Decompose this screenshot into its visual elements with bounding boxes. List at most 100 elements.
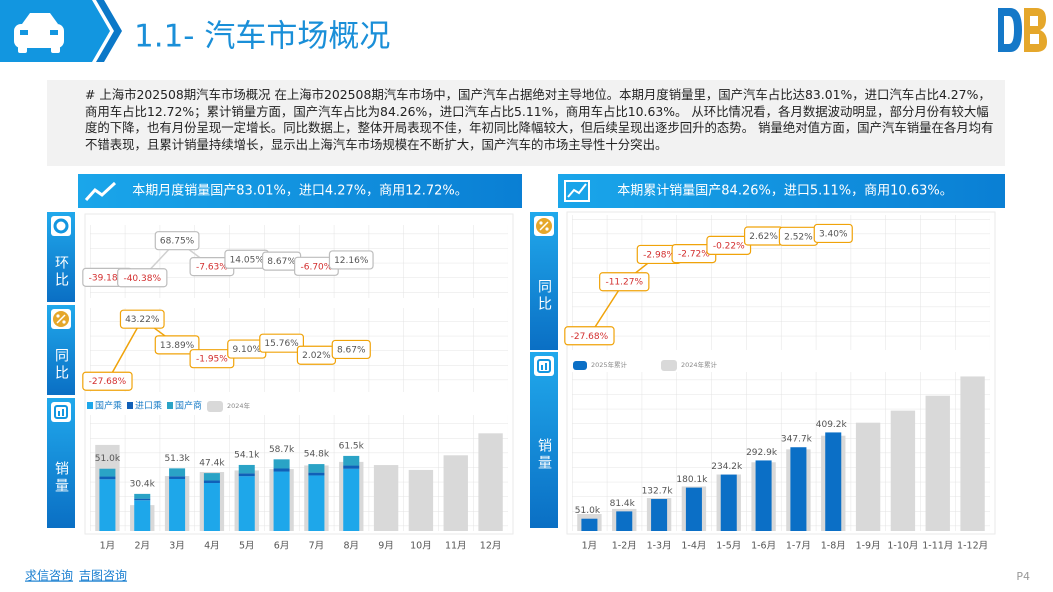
x-tick-label: 6月 — [274, 541, 290, 552]
x-tick-label: 1-4月 — [681, 541, 706, 552]
page-number: P4 — [1016, 570, 1030, 583]
tab-label: 同比 — [536, 279, 552, 313]
data-label: 68.75% — [160, 237, 195, 247]
bar — [169, 476, 186, 479]
label-box — [328, 250, 374, 270]
data-label: 409.2k — [816, 420, 848, 430]
x-tick-label: 1-12月 — [957, 541, 988, 552]
total-label: 51.0k — [95, 454, 121, 464]
bar — [308, 464, 325, 473]
bar — [308, 475, 325, 531]
x-tick-label: 1-11月 — [922, 541, 953, 552]
page-title: 1.1- 汽车市场概况 — [134, 19, 390, 55]
bar — [203, 483, 220, 531]
tab-icon — [62, 409, 64, 416]
x-tick-label: 7月 — [309, 541, 325, 552]
tab-icon — [545, 227, 549, 231]
comparison-bar — [925, 395, 950, 531]
data-label: 3.40% — [819, 229, 848, 239]
bar — [308, 472, 325, 476]
bar — [169, 478, 186, 531]
total-label: 54.8k — [304, 450, 330, 460]
data-label: -0.22% — [713, 241, 745, 251]
data-label: -40.38% — [123, 274, 161, 284]
bar — [273, 468, 290, 472]
bar — [343, 465, 360, 469]
label-box — [813, 223, 853, 244]
banner-text: 本期月度销量国产83.01%，进口4.27%，商用12.72%。 — [132, 183, 467, 199]
bar — [755, 460, 772, 531]
bar — [134, 493, 151, 499]
tab-icon — [54, 405, 68, 419]
x-tick-label: 1-6月 — [751, 541, 776, 552]
data-label: -39.18% — [89, 273, 127, 283]
data-label: 8.67% — [267, 257, 296, 267]
label-box — [331, 339, 371, 360]
data-label: -11.27% — [605, 278, 643, 288]
legend-label: 2024年累计 — [681, 360, 718, 369]
bar — [343, 455, 360, 466]
footer-link[interactable]: 求信咨询 — [25, 568, 73, 583]
grid-area — [90, 415, 508, 531]
x-tick-label: 1-7月 — [786, 541, 811, 552]
x-tick-label: 1-8月 — [821, 541, 846, 552]
data-label: 2.02% — [302, 351, 331, 361]
x-tick-label: 1月 — [582, 541, 598, 552]
tab-icon — [53, 218, 69, 234]
tab-icon — [56, 314, 60, 318]
bar — [273, 459, 290, 469]
comparison-bar — [408, 469, 434, 531]
tab-label: 环比 — [53, 255, 69, 289]
data-label: -27.68% — [571, 332, 609, 342]
comparison-bar — [478, 433, 503, 531]
banner-icon — [84, 181, 117, 202]
label-box — [599, 272, 650, 292]
data-label: 2.52% — [784, 232, 813, 242]
legend-label: 进口乘 — [135, 400, 162, 412]
label-box — [82, 371, 133, 391]
data-label: -7.63% — [196, 263, 228, 273]
total-label: 51.3k — [164, 454, 190, 464]
total-label: 30.4k — [130, 479, 156, 489]
data-label: -2.98% — [643, 250, 675, 260]
side-tab — [530, 352, 558, 528]
label-box — [564, 326, 615, 346]
comparison-bar — [890, 410, 916, 531]
data-label: 347.7k — [781, 435, 813, 445]
bar — [651, 499, 668, 531]
data-label: 13.89% — [160, 341, 195, 351]
bar — [581, 518, 598, 531]
total-label: 58.7k — [269, 445, 295, 455]
label-box — [154, 231, 200, 251]
label-box — [154, 335, 200, 355]
bar — [169, 468, 186, 477]
banner — [78, 174, 522, 208]
x-tick-label: 9月 — [378, 541, 394, 552]
data-label: 2.62% — [749, 232, 778, 242]
grid-area — [572, 372, 990, 531]
legend-swatch — [661, 360, 677, 371]
data-label: 43.22% — [125, 315, 160, 325]
total-label: 54.1k — [234, 450, 260, 460]
bar — [825, 432, 842, 531]
x-tick-label: 8月 — [343, 541, 359, 552]
data-label: -6.70% — [300, 262, 332, 272]
bar — [99, 468, 116, 477]
footer-link[interactable]: 吉图咨询 — [79, 568, 127, 583]
bar — [273, 471, 290, 531]
legend-swatch — [207, 401, 223, 412]
comparison-bar — [855, 422, 881, 531]
comparison-bar — [373, 465, 399, 531]
data-label: 292.9k — [746, 448, 778, 458]
bar — [616, 511, 633, 531]
x-tick-label: 1月 — [100, 541, 116, 552]
data-label: -27.68% — [89, 377, 127, 387]
data-label: 51.0k — [575, 506, 601, 516]
bar — [238, 464, 255, 474]
bar — [685, 487, 702, 531]
x-tick-label: 11月 — [445, 541, 467, 552]
label-box — [119, 309, 165, 329]
data-label: 12.16% — [334, 256, 369, 266]
bar — [238, 476, 255, 531]
